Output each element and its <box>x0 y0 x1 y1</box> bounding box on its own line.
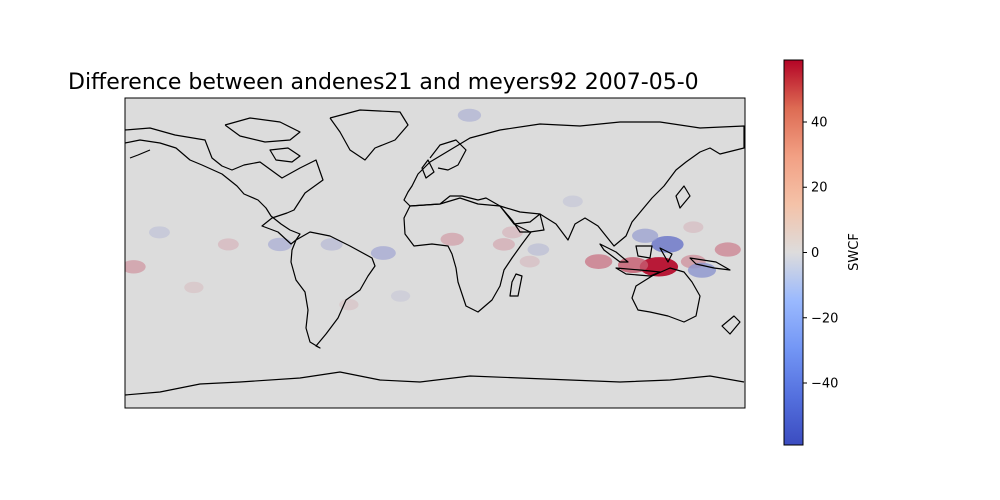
coastline-alaska-peninsula <box>129 149 151 159</box>
anomaly-cell <box>267 237 293 252</box>
colorbar-tick-label: 0 <box>811 246 819 261</box>
anomaly-cell <box>320 238 343 251</box>
coastline-eurasia <box>403 121 745 247</box>
coastline-africa <box>403 197 532 313</box>
colorbar-label: SWCF <box>847 233 862 271</box>
anomaly-cell <box>217 238 239 251</box>
anomaly-cell <box>519 255 540 268</box>
anomaly-cell <box>492 238 515 251</box>
anomaly-cell <box>457 108 482 122</box>
map-frame <box>124 97 746 409</box>
coastline-south-america <box>290 231 376 349</box>
anomaly-cell <box>562 195 583 208</box>
anomaly-cell <box>390 290 411 302</box>
anomaly-cell <box>527 243 550 256</box>
colorbar-tick-label: 40 <box>811 115 828 130</box>
colorbar-gradient <box>783 59 804 446</box>
anomaly-cell <box>370 246 396 260</box>
colorbar-tick-label: 20 <box>811 181 828 196</box>
colorbar-tick-label: −40 <box>811 377 838 392</box>
anomaly-cell <box>125 260 146 274</box>
anomaly-cell <box>440 232 464 246</box>
coastline-antarctica <box>125 371 745 396</box>
anomaly-cell <box>651 235 684 253</box>
colorbar: 40 20 0 −20 −40 SWCF <box>783 59 862 446</box>
coastline-scandinavia <box>429 139 467 171</box>
coastline-uk <box>421 159 435 179</box>
anomaly-cell <box>683 221 704 234</box>
coastline-north-america <box>125 127 324 245</box>
chart-title: Difference between andenes21 and meyers9… <box>68 70 699 95</box>
coastline-new-zealand <box>721 315 741 335</box>
anomaly-cell <box>714 242 741 257</box>
map-background <box>125 98 745 408</box>
coastline-arabia <box>499 205 545 233</box>
colorbar-tick-label: −20 <box>811 311 838 326</box>
colorbar-ticks: 40 20 0 −20 −40 <box>803 115 838 392</box>
coastlines <box>125 109 745 396</box>
anomaly-cell <box>339 298 359 311</box>
anomaly-cell <box>149 226 170 239</box>
map-panel <box>124 97 746 409</box>
coastline-japan <box>675 185 691 209</box>
anomaly-cell <box>632 228 659 243</box>
coastline-madagascar <box>509 273 523 297</box>
anomaly-cell <box>584 254 613 269</box>
coastline-australia <box>631 267 701 323</box>
coastline-canadian-archipelago <box>224 117 301 163</box>
coastline-greenland <box>329 109 409 161</box>
coastline-indonesia <box>599 243 731 277</box>
anomaly-cell <box>184 281 204 294</box>
